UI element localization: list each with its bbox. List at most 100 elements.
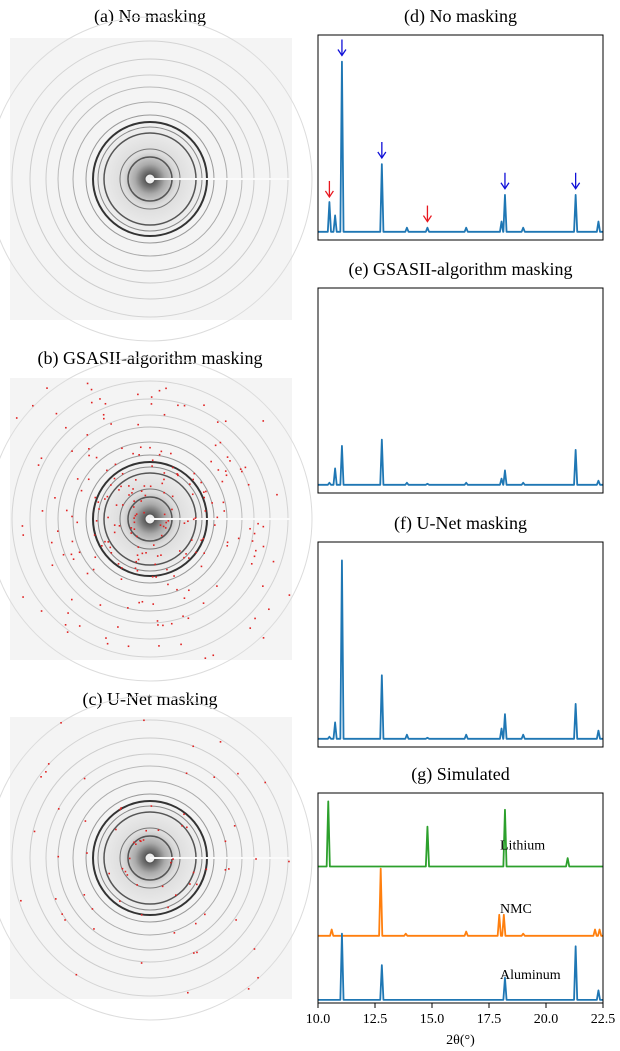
mask-pixel xyxy=(155,576,157,578)
mask-pixel xyxy=(247,483,250,486)
mask-pixel xyxy=(138,601,140,604)
mask-pixel xyxy=(177,474,179,477)
mask-pixel xyxy=(40,776,42,778)
mask-pixel xyxy=(222,501,225,504)
mask-pixel xyxy=(262,525,265,528)
mask-pixel xyxy=(118,489,120,491)
mask-pixel xyxy=(167,520,170,522)
mask-pixel xyxy=(176,588,178,591)
mask-pixel xyxy=(160,450,163,453)
mask-pixel xyxy=(151,459,154,462)
mask-pixel xyxy=(150,396,153,398)
diffraction-ring xyxy=(0,16,313,342)
mask-pixel xyxy=(107,516,109,519)
mask-pixel xyxy=(192,478,195,481)
mask-pixel xyxy=(233,825,236,827)
arrow-head xyxy=(324,190,334,199)
mask-pixel xyxy=(219,441,222,444)
mask-pixel xyxy=(161,885,164,888)
mask-pixel xyxy=(192,518,195,521)
mask-pixel xyxy=(164,527,167,529)
mask-pixel xyxy=(150,805,153,807)
mask-pixel xyxy=(46,387,48,389)
x-axis-label: 2θ(°) xyxy=(446,1033,475,1048)
mask-pixel xyxy=(136,535,138,538)
peak-arrow xyxy=(324,180,334,199)
mask-pixel xyxy=(214,524,216,526)
arrow-head xyxy=(377,151,387,160)
mask-pixel xyxy=(216,585,218,587)
mask-pixel xyxy=(141,600,144,603)
x-tick-label: 15.0 xyxy=(420,1012,445,1027)
mask-pixel xyxy=(133,521,136,524)
mask-pixel xyxy=(172,466,174,469)
diffraction-image xyxy=(0,695,313,1021)
mask-pixel xyxy=(163,513,166,516)
mask-pixel xyxy=(162,624,164,627)
mask-pixel xyxy=(141,552,144,555)
arrow-head xyxy=(500,182,510,190)
mask-pixel xyxy=(200,481,202,484)
mask-pixel xyxy=(189,883,191,885)
plot-frame xyxy=(317,34,604,241)
mask-pixel xyxy=(196,883,198,886)
mask-pixel xyxy=(255,549,257,552)
mask-pixel xyxy=(224,420,227,423)
mask-pixel xyxy=(202,602,205,604)
diffraction-image xyxy=(0,16,313,342)
mask-pixel xyxy=(41,510,44,512)
mask-pixel xyxy=(156,555,159,557)
mask-pixel xyxy=(119,808,121,811)
mask-pixel xyxy=(55,412,58,415)
mask-pixel xyxy=(135,560,137,563)
mask-pixel xyxy=(130,527,133,529)
mask-pixel xyxy=(156,620,159,622)
mask-pixel xyxy=(158,645,160,647)
mask-pixel xyxy=(71,515,73,518)
mask-pixel xyxy=(257,976,259,979)
mask-pixel xyxy=(149,446,151,449)
mask-pixel xyxy=(140,914,143,916)
x-tick-label: 17.5 xyxy=(477,1012,502,1027)
mask-pixel xyxy=(136,884,138,886)
series-label: NMC xyxy=(500,902,532,917)
mask-pixel xyxy=(189,483,191,485)
mask-pixel xyxy=(132,488,134,490)
mask-pixel xyxy=(152,603,155,605)
mask-pixel xyxy=(120,578,123,580)
mask-pixel xyxy=(121,867,124,870)
mask-pixel xyxy=(137,558,140,561)
mask-pixel xyxy=(251,540,254,542)
mask-pixel xyxy=(140,500,143,502)
mask-pixel xyxy=(133,528,136,530)
mask-pixel xyxy=(90,401,93,404)
mask-pixel xyxy=(183,597,186,599)
mask-pixel xyxy=(219,741,222,743)
mask-pixel xyxy=(65,426,67,429)
mask-pixel xyxy=(237,772,239,775)
mask-pixel xyxy=(158,389,161,392)
mask-pixel xyxy=(107,541,110,543)
mask-pixel xyxy=(37,464,40,466)
mask-pixel xyxy=(224,470,227,472)
mask-pixel xyxy=(128,857,131,860)
mask-pixel xyxy=(71,540,74,543)
mask-pixel xyxy=(202,537,205,540)
mask-pixel xyxy=(40,610,43,612)
mask-pixel xyxy=(157,624,159,626)
x-tick-label: 22.5 xyxy=(591,1012,616,1027)
chart-title: (d) No masking xyxy=(404,6,517,27)
mask-pixel xyxy=(171,508,173,511)
mask-pixel xyxy=(268,608,270,611)
mask-pixel xyxy=(101,544,103,547)
data-line xyxy=(318,60,603,233)
mask-pixel xyxy=(183,404,186,407)
mask-pixel xyxy=(127,607,129,609)
mask-pixel xyxy=(154,563,157,566)
mask-pixel xyxy=(163,478,165,481)
mask-pixel xyxy=(109,546,112,549)
diffraction-ring xyxy=(0,695,313,1021)
mask-pixel xyxy=(64,624,67,626)
mask-pixel xyxy=(15,417,18,419)
mask-pixel xyxy=(191,493,194,496)
